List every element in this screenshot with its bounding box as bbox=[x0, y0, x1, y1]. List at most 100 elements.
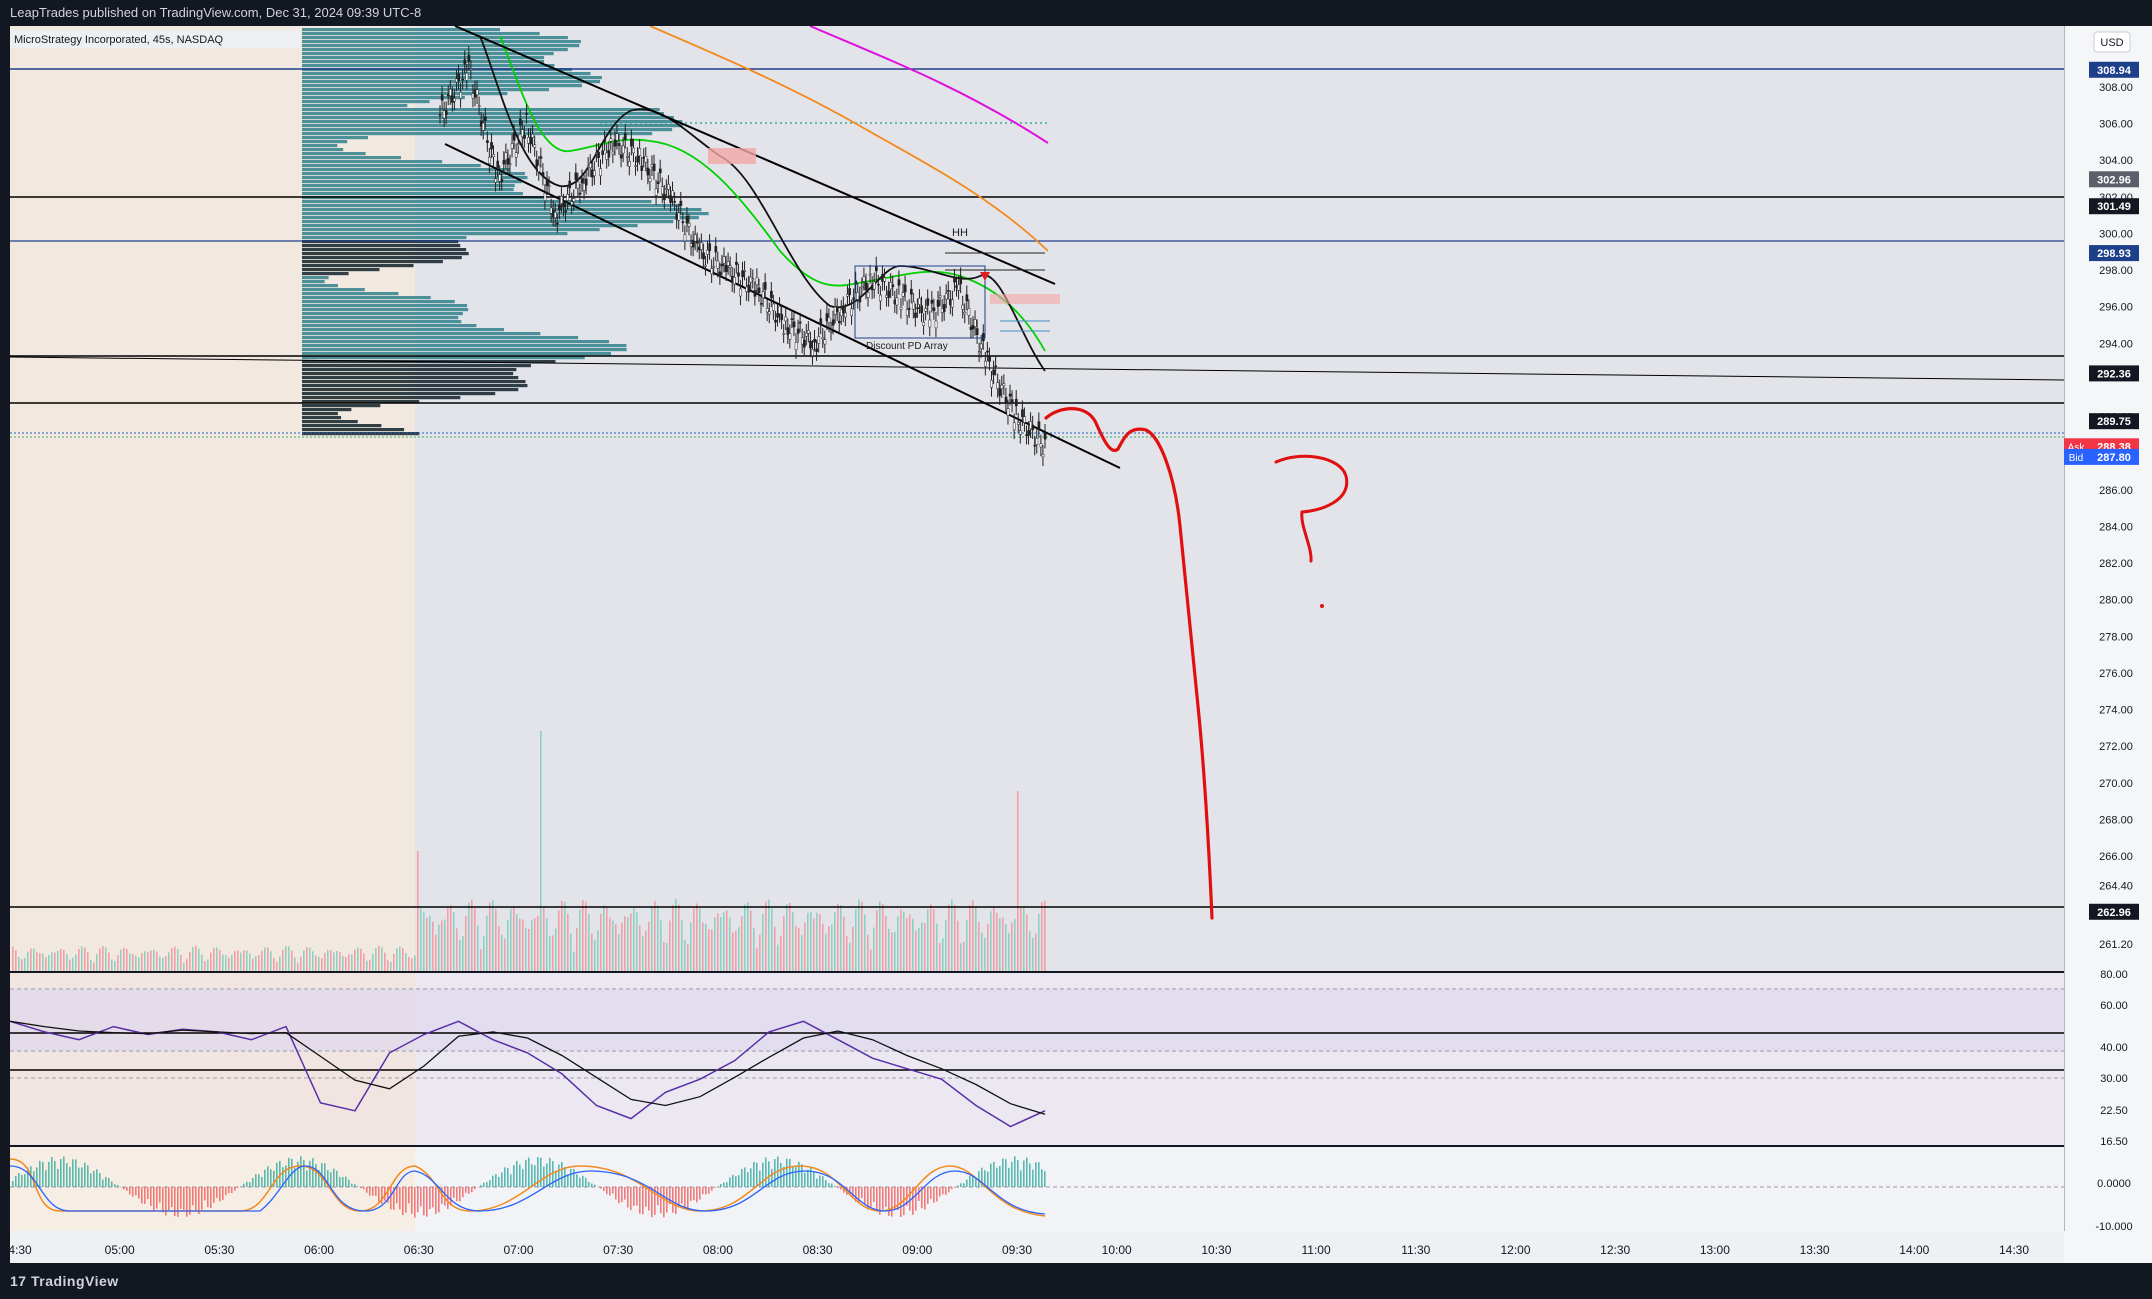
osc-bar bbox=[681, 1187, 683, 1204]
volume-bar bbox=[183, 962, 185, 971]
osc-bar bbox=[345, 1176, 347, 1187]
osc-bar bbox=[678, 1187, 680, 1208]
candle-body bbox=[1027, 430, 1030, 436]
volume-bar bbox=[519, 918, 521, 971]
candle-body bbox=[1006, 408, 1010, 416]
osc-bar bbox=[759, 1170, 761, 1187]
osc-bar bbox=[495, 1174, 497, 1187]
volume-bar bbox=[645, 930, 647, 971]
osc-bar bbox=[993, 1161, 995, 1187]
volume-bar bbox=[1023, 906, 1025, 971]
volume-profile-bar bbox=[302, 160, 443, 164]
volume-bar bbox=[1032, 937, 1034, 971]
osc-bar bbox=[288, 1157, 290, 1187]
osc-bar bbox=[129, 1187, 131, 1195]
volume-bar bbox=[993, 907, 995, 971]
sloped-level-line bbox=[9, 356, 2065, 381]
tradingview-logo[interactable]: 17 TradingView bbox=[10, 1263, 119, 1299]
time-tick: 14:00 bbox=[1899, 1243, 1929, 1257]
volume-bar bbox=[843, 916, 845, 971]
candle-body bbox=[872, 281, 876, 290]
volume-bar bbox=[963, 941, 965, 971]
volume-bar bbox=[810, 911, 812, 971]
time-tick: 05:30 bbox=[204, 1243, 234, 1257]
osc-bar bbox=[738, 1175, 740, 1187]
candle-body bbox=[837, 320, 841, 324]
volume-bar bbox=[198, 948, 200, 971]
volume-bar bbox=[735, 930, 737, 971]
candle-body bbox=[492, 154, 495, 158]
volume-bar bbox=[564, 902, 566, 971]
osc-bar bbox=[540, 1157, 542, 1187]
volume-bar bbox=[321, 958, 323, 971]
volume-bar bbox=[300, 956, 302, 971]
volume-bar bbox=[774, 926, 776, 971]
osc-bar bbox=[630, 1187, 632, 1211]
osc-bar bbox=[36, 1167, 38, 1187]
osc-bar bbox=[741, 1168, 743, 1187]
volume-bar bbox=[12, 946, 14, 971]
volume-bar bbox=[117, 955, 119, 971]
price-label-bg bbox=[2089, 413, 2139, 430]
candle-body bbox=[918, 298, 921, 305]
osc-bar bbox=[270, 1169, 272, 1187]
candle-body bbox=[770, 290, 773, 299]
volume-bar bbox=[18, 956, 20, 971]
volume-profile-bar bbox=[302, 356, 585, 360]
volume-bar bbox=[669, 920, 671, 971]
candle-body bbox=[961, 304, 965, 310]
candle-body bbox=[1039, 443, 1043, 448]
volume-profile-bar bbox=[302, 388, 519, 392]
candle-body bbox=[835, 307, 839, 313]
volume-profile-bar bbox=[302, 336, 579, 340]
volume-bar bbox=[672, 904, 674, 971]
candle-body bbox=[504, 152, 508, 161]
candle-body bbox=[1010, 399, 1014, 404]
publish-header: LeapTrades published on TradingView.com,… bbox=[0, 0, 2152, 26]
candle-body bbox=[660, 186, 664, 195]
osc-bar bbox=[411, 1187, 413, 1214]
osc-bar bbox=[621, 1187, 623, 1202]
osc-bar bbox=[837, 1187, 839, 1188]
osc-bar bbox=[207, 1187, 209, 1208]
candle-body bbox=[681, 221, 685, 224]
volume-bar bbox=[894, 931, 896, 971]
osc-bar bbox=[825, 1180, 827, 1187]
currency-button[interactable] bbox=[2093, 31, 2131, 53]
volume-profile-bar bbox=[302, 120, 683, 124]
currency-label[interactable]: USD bbox=[2100, 37, 2123, 49]
osc-bar bbox=[324, 1163, 326, 1187]
volume-bar bbox=[918, 927, 920, 971]
time-tick: 07:00 bbox=[503, 1243, 533, 1257]
volume-bars bbox=[12, 731, 1046, 971]
volume-bar bbox=[393, 954, 395, 971]
osc-bar bbox=[504, 1167, 506, 1187]
osc-bar bbox=[567, 1174, 569, 1187]
osc-bar bbox=[231, 1187, 233, 1194]
symbol-legend[interactable]: MicroStrategy Incorporated, 45s, NASDAQ bbox=[14, 34, 224, 46]
volume-profile-bar bbox=[302, 56, 545, 60]
volume-bar bbox=[906, 918, 908, 971]
volume-bar bbox=[399, 946, 401, 971]
chart-area[interactable]: HH Discount PD Array ? MicroStrategy Inc… bbox=[0, 25, 2152, 1263]
osc-bar bbox=[159, 1187, 161, 1203]
osc-bar bbox=[279, 1160, 281, 1187]
candle-body bbox=[553, 211, 557, 219]
osc-bar bbox=[639, 1187, 641, 1214]
candle-body bbox=[588, 163, 592, 169]
price-tag: Ask bbox=[2068, 442, 2086, 453]
candle-body bbox=[930, 299, 934, 304]
candle-body bbox=[671, 190, 674, 197]
volume-bar bbox=[552, 935, 554, 971]
osc-bar bbox=[768, 1161, 770, 1187]
volume-profile-bar bbox=[302, 260, 443, 264]
chart-svg[interactable]: HH Discount PD Array ? MicroStrategy Inc… bbox=[0, 25, 2152, 1263]
volume-bar bbox=[498, 926, 500, 971]
candle-body bbox=[846, 294, 849, 297]
volume-bar bbox=[747, 902, 749, 971]
osc-bar bbox=[18, 1173, 20, 1187]
volume-bar bbox=[75, 954, 77, 971]
osc-bar bbox=[420, 1187, 422, 1207]
price-tick: 298.00 bbox=[2099, 265, 2133, 277]
volume-profile-bar bbox=[302, 348, 627, 352]
